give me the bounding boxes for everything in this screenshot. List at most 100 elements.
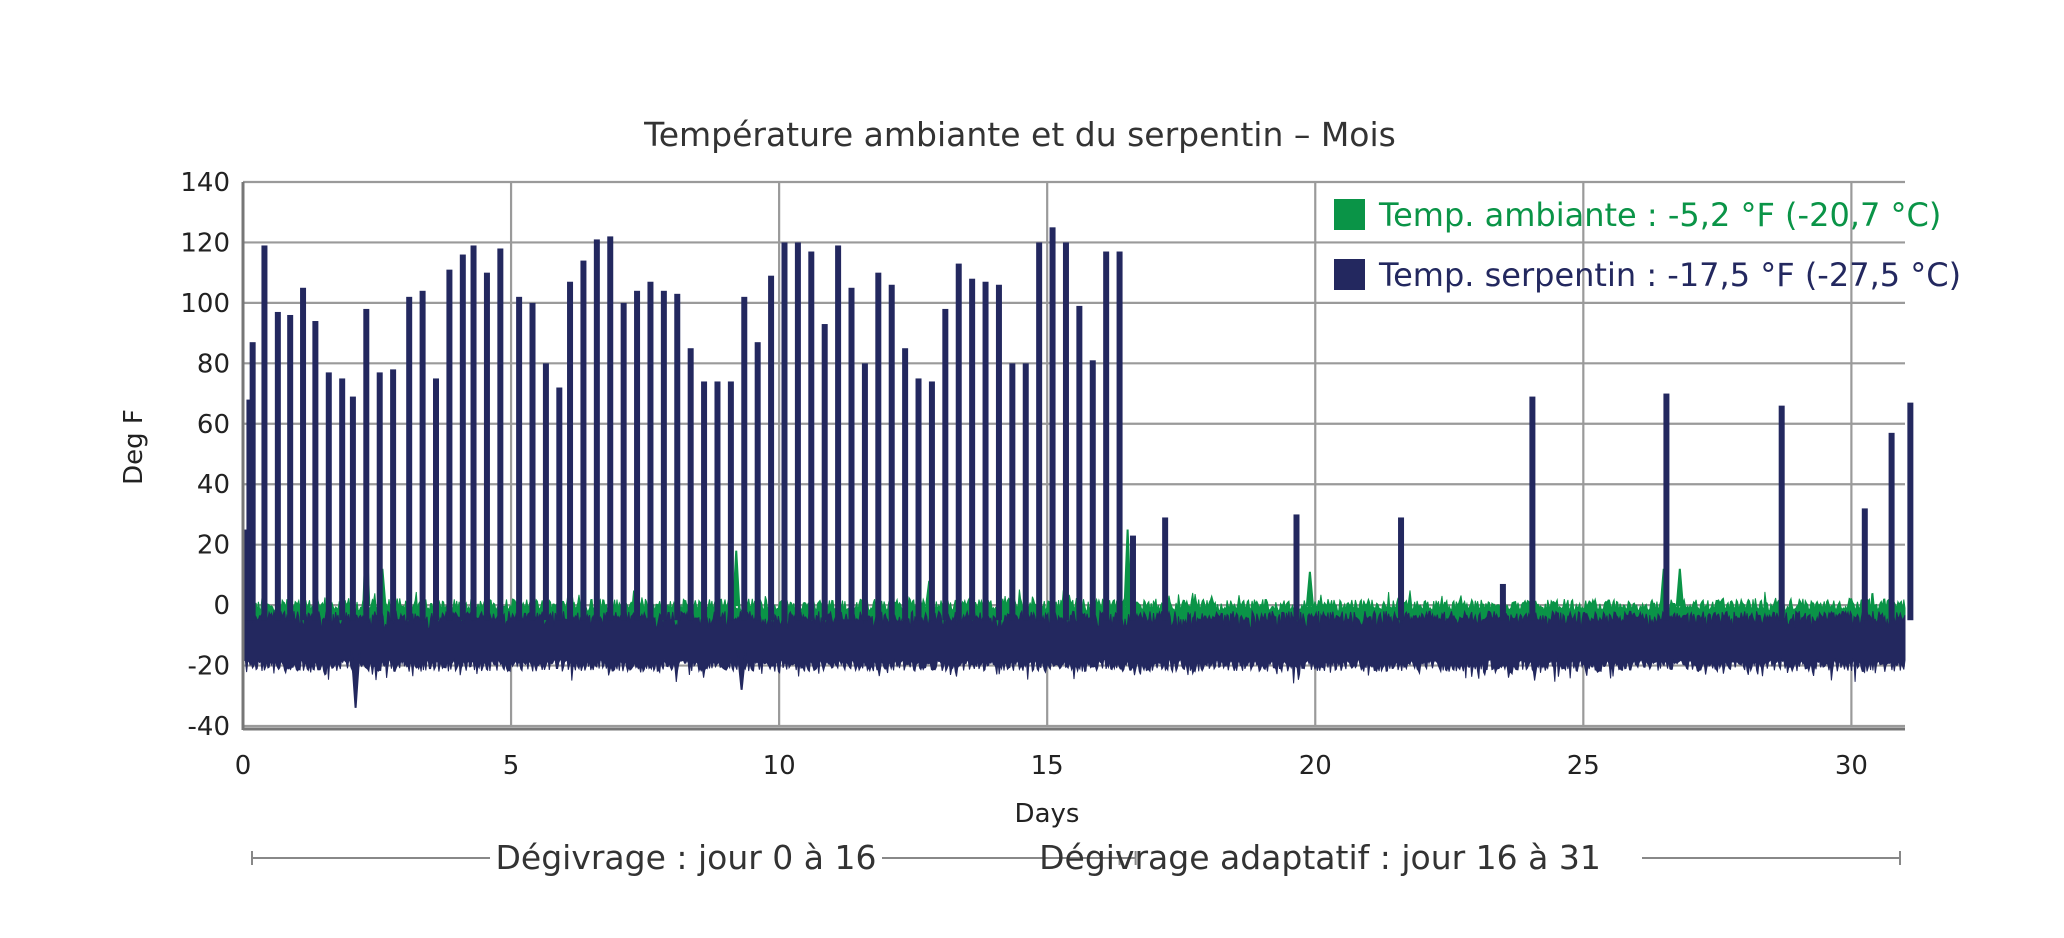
coil-defrost-peak: [1499, 583, 1506, 621]
coil-defrost-peak: [687, 348, 694, 621]
coil-defrost-peak: [446, 269, 453, 621]
coil-defrost-peak: [1009, 363, 1016, 621]
x-tick-label: 0: [235, 751, 252, 781]
ambient-spike: [732, 550, 741, 607]
y-tick-label: 0: [213, 591, 230, 621]
coil-defrost-peak: [781, 242, 788, 621]
coil-defrost-peak: [835, 245, 842, 621]
y-axis-label: Deg F: [119, 409, 149, 485]
coil-defrost-peak: [928, 381, 935, 621]
y-tick-label: -20: [188, 652, 230, 682]
coil-defrost-peak: [542, 363, 549, 621]
coil-defrost-peak: [1089, 360, 1096, 621]
coil-defrost-peak: [433, 378, 440, 621]
coil-defrost-peak: [300, 287, 307, 621]
x-tick-label: 15: [1031, 751, 1064, 781]
annotation-label: Dégivrage adaptatif : jour 16 à 31: [1039, 838, 1601, 877]
coil-defrost-peak: [794, 242, 801, 621]
chart-title: Température ambiante et du serpentin – M…: [643, 115, 1396, 154]
y-tick-label: 40: [197, 470, 230, 500]
coil-defrost-peak: [1162, 517, 1169, 621]
coil-defrost-peak: [1129, 535, 1136, 621]
coil-defrost-peak: [848, 287, 855, 621]
coil-defrost-peak: [593, 239, 600, 621]
legend-label: Temp. ambiante : -5,2 °F (-20,7 °C): [1378, 196, 1941, 234]
legend-label: Temp. serpentin : -17,5 °F (-27,5 °C): [1378, 256, 1961, 294]
y-tick-label: 100: [180, 289, 230, 319]
x-tick-label: 30: [1835, 751, 1868, 781]
x-tick-label: 25: [1567, 751, 1600, 781]
x-tick-label: 5: [503, 751, 520, 781]
coil-defrost-peak: [808, 251, 815, 621]
coil-defrost-peak: [727, 381, 734, 621]
coil-dip: [736, 649, 747, 690]
coil-defrost-peak: [942, 308, 949, 621]
coil-defrost-peak: [1778, 405, 1785, 621]
coil-defrost-peak: [1529, 396, 1536, 621]
coil-defrost-peak: [1116, 251, 1123, 621]
coil-defrost-peak: [714, 381, 721, 621]
coil-defrost-peak: [390, 369, 397, 621]
coil-defrost-peak: [647, 281, 654, 621]
coil-defrost-peak: [1103, 251, 1110, 621]
coil-defrost-peak: [556, 387, 563, 621]
series-layer: [242, 227, 1914, 708]
annotation-label: Dégivrage : jour 0 à 16: [495, 838, 876, 877]
coil-defrost-peak: [701, 381, 708, 621]
coil-defrost-peak: [768, 275, 775, 621]
x-axis-label: Days: [1015, 799, 1080, 829]
x-tick-label: 20: [1299, 751, 1332, 781]
legend-swatch: [1334, 259, 1365, 290]
ambient-spike: [1123, 529, 1132, 607]
coil-defrost-peak: [607, 236, 614, 621]
coil-defrost-peak: [1022, 363, 1029, 621]
coil-defrost-peak: [459, 254, 466, 621]
coil-defrost-peak: [406, 296, 413, 621]
coil-defrost-peak: [274, 311, 281, 621]
coil-defrost-peak: [902, 348, 909, 621]
coil-defrost-peak: [312, 321, 319, 621]
coil-defrost-peak: [339, 378, 346, 621]
coil-defrost-peak: [754, 342, 761, 621]
y-tick-label: 80: [197, 349, 230, 379]
coil-defrost-peak: [1663, 393, 1670, 621]
coil-defrost-peak: [325, 372, 332, 621]
coil-defrost-peak: [995, 284, 1002, 621]
coil-defrost-peak: [982, 281, 989, 621]
coil-defrost-peak: [246, 399, 253, 621]
coil-defrost-peak: [483, 272, 490, 621]
coil-defrost-peak: [529, 302, 536, 621]
coil-dip: [350, 649, 361, 708]
coil-defrost-peak: [1049, 227, 1056, 621]
coil-defrost-peak: [620, 302, 627, 621]
coil-defrost-peak: [634, 290, 641, 621]
coil-series-band: [242, 609, 1906, 684]
coil-defrost-peak: [1076, 305, 1083, 621]
coil-defrost-peak: [741, 296, 748, 621]
coil-defrost-peak: [660, 290, 667, 621]
coil-defrost-peak: [821, 324, 828, 621]
coil-defrost-peak: [1062, 242, 1069, 621]
coil-defrost-peak: [875, 272, 882, 621]
coil-defrost-peak: [363, 308, 370, 621]
coil-defrost-peak: [969, 278, 976, 621]
coil-defrost-peak: [1398, 517, 1405, 621]
ambient-spike: [1675, 568, 1684, 607]
coil-defrost-peak: [261, 245, 268, 621]
y-tick-label: -40: [188, 712, 230, 742]
coil-defrost-peak: [376, 372, 383, 621]
coil-defrost-peak: [580, 260, 587, 621]
coil-defrost-peak: [1888, 432, 1895, 621]
annotations: Dégivrage : jour 0 à 16 Dégivrage adaptat…: [251, 838, 1901, 877]
y-tick-label: 60: [197, 410, 230, 440]
coil-defrost-peak: [1036, 242, 1043, 621]
coil-defrost-peak: [1293, 514, 1300, 621]
coil-defrost-peak: [915, 378, 922, 621]
coil-defrost-peak: [516, 296, 523, 621]
x-tick-label: 10: [763, 751, 796, 781]
coil-defrost-peak: [674, 293, 681, 621]
coil-defrost-peak: [349, 396, 356, 621]
coil-defrost-peak: [888, 284, 895, 621]
legend: Temp. ambiante : -5,2 °F (-20,7 °C) Temp.…: [1334, 196, 1961, 294]
